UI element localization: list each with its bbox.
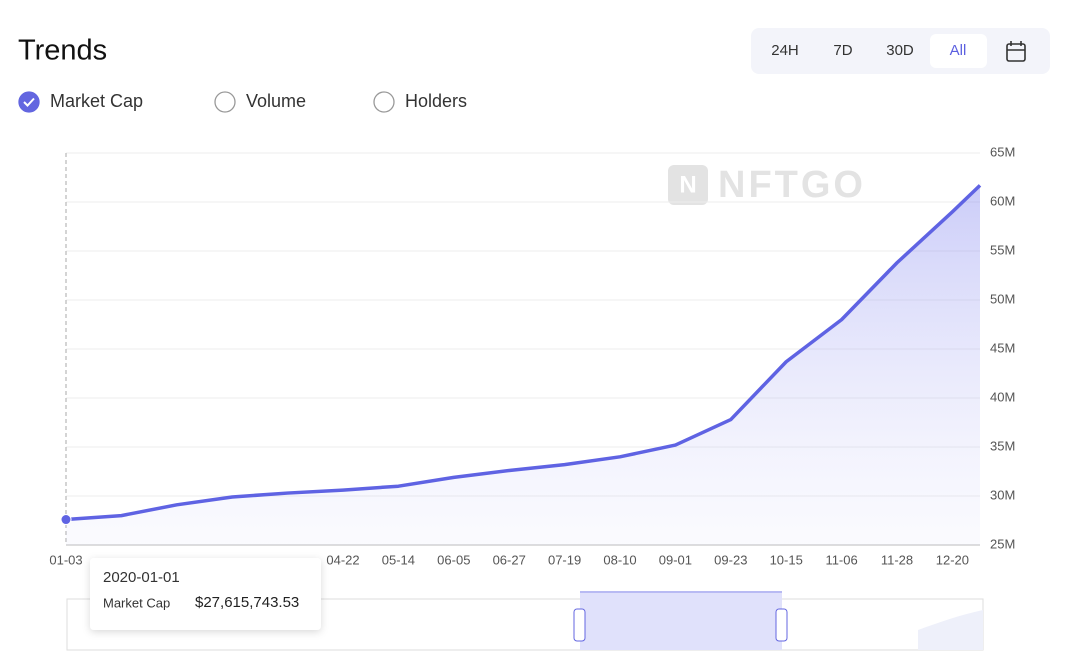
line [65, 184, 982, 522]
radio[interactable] [18, 91, 40, 113]
watermark-text: NFTGO [718, 164, 866, 206]
tab[interactable]: 7D [833, 42, 852, 59]
x-tick-label: 08-10 [603, 552, 636, 567]
x-tick-label: 12-20 [936, 552, 969, 567]
x-tick-label: 10-15 [770, 552, 803, 567]
y-tick-label: 40M [990, 389, 1015, 404]
x-tick-label: 04-22 [326, 552, 359, 567]
x-tick-label: 09-01 [659, 552, 692, 567]
area-fill [66, 185, 980, 545]
tab[interactable]: 30D [886, 42, 914, 59]
y-tick-label: 30M [990, 487, 1015, 502]
y-tick-label: 50M [990, 291, 1015, 306]
tab[interactable]: 24H [771, 42, 799, 59]
tab-active-bg [930, 34, 987, 68]
x-tick-label: 09-23 [714, 552, 747, 567]
y-tick-label: 25M [990, 536, 1015, 551]
tooltip-box [90, 558, 321, 630]
option-label[interactable]: Market Cap [50, 91, 143, 111]
tooltip: 2020-01-01 Market Cap $27,615,743.53 [90, 558, 321, 630]
radio[interactable] [373, 91, 395, 113]
y-tick-label: 60M [990, 193, 1015, 208]
tooltip-date: 2020-01-01 [103, 569, 180, 586]
svg-text:N: N [679, 171, 696, 198]
x-tick-label: 06-27 [493, 552, 526, 567]
range-slider[interactable] [66, 591, 984, 651]
hover-point [60, 514, 72, 526]
x-tick-label: 07-19 [548, 552, 581, 567]
tooltip-value: $27,615,743.53 [195, 594, 299, 611]
page-title: Trends [18, 35, 107, 67]
tooltip-label: Market Cap [103, 595, 170, 610]
x-tick-label: 06-05 [437, 552, 470, 567]
x-tick-label: 11-06 [825, 552, 857, 567]
x-tick-label: 11-28 [881, 552, 913, 567]
radio[interactable] [214, 91, 236, 113]
x-tick-label: 05-14 [382, 552, 415, 567]
y-tick-label: 65M [990, 144, 1015, 159]
tab[interactable]: All [950, 42, 967, 59]
check [23, 97, 35, 107]
calendar-icon[interactable] [1006, 41, 1026, 62]
x-tick-label: 01-03 [49, 552, 82, 567]
y-tick-label: 35M [990, 438, 1015, 453]
option-label[interactable]: Holders [405, 91, 467, 111]
y-tick-label: 55M [990, 242, 1015, 257]
option-label[interactable]: Volume [246, 91, 306, 111]
watermark: N NFTGO [668, 164, 866, 206]
y-tick-label: 45M [990, 340, 1015, 355]
